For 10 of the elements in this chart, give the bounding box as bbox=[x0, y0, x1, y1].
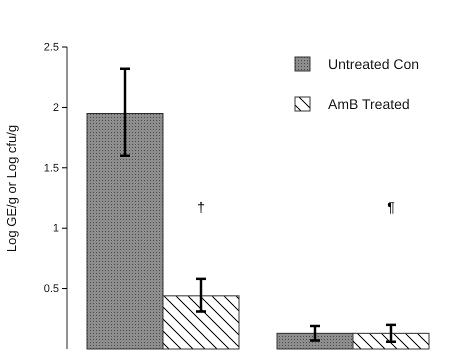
y-tick-label: 1.5 bbox=[44, 162, 59, 174]
y-tick-label: 1 bbox=[52, 222, 59, 235]
y-tick-label: 0.5 bbox=[44, 283, 59, 296]
y-axis-title: Log GE/g or Log cfu/g bbox=[4, 124, 19, 252]
legend-label: Untreated Con bbox=[328, 56, 420, 72]
legend-label: AmB Treated bbox=[328, 96, 410, 112]
annotation: ¶ bbox=[387, 199, 395, 215]
y-tick-label: 2 bbox=[52, 102, 59, 114]
annotation: † bbox=[197, 199, 205, 215]
y-tick-label: 2.5 bbox=[44, 42, 59, 54]
